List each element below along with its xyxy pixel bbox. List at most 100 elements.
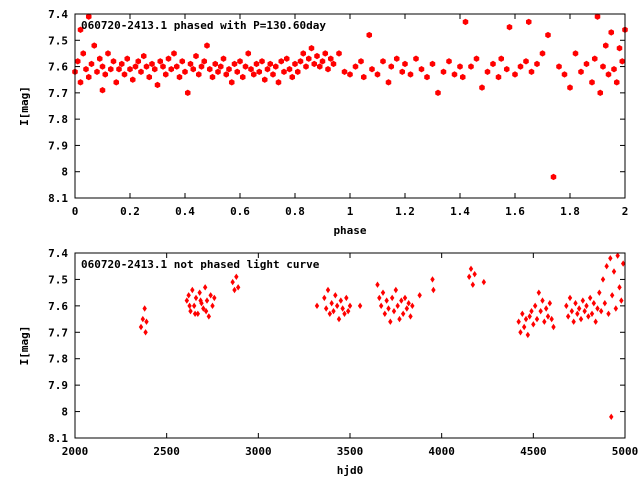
phased-data-point <box>300 50 307 57</box>
unphased-data-point <box>597 289 602 296</box>
phased-data-point <box>228 79 235 86</box>
unphased-data-point <box>518 329 523 336</box>
phased-data-point <box>305 55 312 62</box>
phased-data-point <box>264 66 271 73</box>
unphased-y-tick-label: 7.8 <box>48 353 68 366</box>
phased-data-point <box>374 71 381 78</box>
unphased-data-point <box>567 294 573 302</box>
phased-data-point <box>88 60 95 68</box>
unphased-data-point <box>386 305 391 312</box>
phased-data-point <box>261 76 268 83</box>
phased-data-point <box>171 50 177 57</box>
phased-data-point <box>550 173 557 181</box>
phased-light-curve-panel: 0 0.2 0.4 0.6 0.8 1 1.2 1.4 1.6 1.8 2 7.4 7.5 7.6 7.7 7… <box>18 8 628 237</box>
phased-data-point <box>242 63 249 70</box>
unphased-data-point <box>523 315 529 323</box>
unphased-data-point <box>565 313 571 320</box>
unphased-data-point <box>357 302 363 310</box>
unphased-data-point <box>334 302 340 310</box>
unphased-data-point <box>382 310 388 317</box>
unphased-data-point <box>323 305 329 312</box>
phased-data-point <box>190 66 197 73</box>
unphased-data-point <box>404 305 410 312</box>
unphased-data-point <box>564 302 569 310</box>
phased-data-point <box>380 58 386 65</box>
phased-data-point <box>245 50 252 57</box>
unphased-data-point <box>232 286 237 294</box>
unphased-y-tick-label: 7.6 <box>48 300 68 313</box>
phased-data-point <box>77 26 84 33</box>
phased-y-tick-label: 7.8 <box>48 113 68 126</box>
unphased-data-point <box>531 321 536 328</box>
phased-data-point <box>352 63 359 70</box>
unphased-data-point <box>604 263 609 270</box>
phased-data-point <box>118 60 125 68</box>
phased-data-point <box>484 68 491 76</box>
phased-data-point <box>231 60 238 68</box>
unphased-data-point <box>587 294 593 302</box>
phased-data-point <box>184 89 191 97</box>
phased-data-point <box>204 42 210 49</box>
unphased-data-point <box>406 300 411 307</box>
unphased-data-point <box>143 329 148 336</box>
phased-data-point <box>91 42 98 49</box>
phased-x-tick-label: 0.2 <box>120 205 140 218</box>
unphased-data-point <box>331 307 336 315</box>
phased-data-point <box>462 18 469 26</box>
unphased-data-point <box>466 273 472 280</box>
phased-data-point <box>162 71 169 78</box>
phased-data-point <box>151 66 158 73</box>
phased-data-point <box>319 58 326 65</box>
phased-data-point <box>102 71 109 78</box>
phased-data-point <box>248 66 254 73</box>
phased-data-point <box>322 50 329 57</box>
phased-axis-ticks: 0 0.2 0.4 0.6 0.8 1 1.2 1.4 1.6 1.8 2 7.4 7.5 7.6 7.7 7… <box>48 8 628 218</box>
unphased-data-point <box>543 305 549 312</box>
unphased-data-point <box>327 310 333 317</box>
phased-data-point <box>250 71 257 78</box>
phased-data-point <box>523 58 529 65</box>
phased-data-point <box>314 52 320 60</box>
unphased-axis-ticks: 2000 2500 3000 3500 4000 4500 5000 7.4 7.5 7.6 7.7… <box>48 247 638 458</box>
phased-plot-frame <box>74 13 626 199</box>
unphased-data-point <box>325 286 331 294</box>
unphased-data-point <box>192 310 198 317</box>
phased-data-point <box>446 58 452 65</box>
phased-data-point <box>193 52 199 60</box>
phased-data-point <box>424 73 430 81</box>
unphased-y-tick-label: 7.4 <box>48 247 68 260</box>
unphased-data-point <box>578 315 584 323</box>
unphased-data-point <box>344 294 349 302</box>
unphased-x-tick-label: 2000 <box>62 445 89 458</box>
phased-data-point <box>567 84 573 91</box>
unphased-data-point <box>206 313 212 320</box>
phased-data-point <box>99 87 106 94</box>
phased-x-axis-label: phase <box>333 224 366 237</box>
unphased-plot-frame <box>74 252 626 439</box>
phased-data-point <box>209 73 216 81</box>
unphased-data-point <box>538 307 543 315</box>
phased-x-tick-label: 0 <box>72 205 79 218</box>
unphased-data-point <box>542 318 547 325</box>
unphased-data-point <box>527 313 532 320</box>
phased-data-point <box>303 63 309 70</box>
unphased-x-tick-label: 4500 <box>520 445 547 458</box>
unphased-data-point <box>609 413 614 421</box>
unphased-data-point <box>191 302 197 310</box>
phased-data-point <box>143 63 150 70</box>
unphased-data-point <box>187 302 192 310</box>
unphased-data-point <box>203 307 209 315</box>
unphased-data-point <box>314 302 320 310</box>
phased-data-point <box>253 60 260 68</box>
phased-data-points <box>72 13 628 181</box>
phased-data-point <box>77 79 84 86</box>
phased-data-point <box>545 31 551 39</box>
phased-data-point <box>256 68 263 76</box>
phased-data-point <box>105 50 111 57</box>
phased-data-point <box>572 50 579 57</box>
phased-data-point <box>429 60 436 68</box>
unphased-data-point <box>193 294 199 302</box>
phased-data-point <box>495 73 502 81</box>
phased-data-point <box>611 66 617 73</box>
phased-data-point <box>360 73 367 81</box>
